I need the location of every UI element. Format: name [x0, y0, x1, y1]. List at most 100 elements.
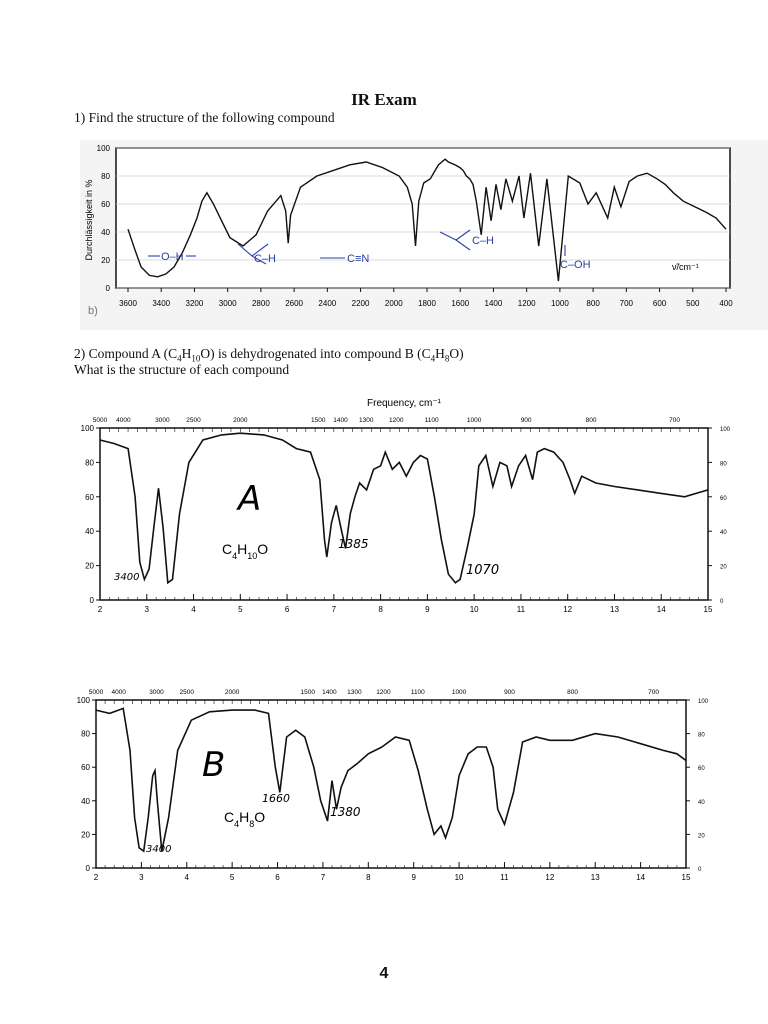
y-tick-label: 0	[90, 596, 95, 605]
spectrum-b-trace	[95, 707, 687, 853]
top-tick-label: 1100	[411, 689, 425, 696]
x-tick-label: 8	[366, 873, 371, 882]
spectrum-a-annotation-1070: 1070	[466, 563, 499, 578]
y-tick-label: 80	[101, 172, 110, 181]
ch-annotation-1: C–H	[254, 253, 276, 265]
spectrum-a-top-axis-label: Frequency, cm⁻¹	[367, 398, 442, 409]
panel-label: b)	[88, 305, 98, 317]
top-tick-label: 900	[504, 689, 515, 696]
x-tick-label: 13	[591, 873, 600, 882]
x-tick-label: 7	[321, 873, 326, 882]
x-tick-label: 4	[191, 605, 196, 614]
top-tick-label: 2000	[225, 689, 240, 696]
spectrum-a-trace	[99, 432, 709, 585]
x-tick-label: 2200	[352, 299, 370, 308]
y-tick-label: 20	[101, 256, 110, 265]
y-tick-label-right: 0	[698, 867, 702, 873]
spectrum-b-annotation-1660: 1660	[262, 792, 290, 805]
y-tick-label: 80	[81, 730, 90, 739]
x-tick-label: 2800	[252, 299, 270, 308]
x-tick-label: 14	[657, 605, 666, 614]
spectrum-b-frame	[95, 699, 687, 869]
cn-annotation: C≡N	[347, 253, 369, 265]
y-tick-label-right: 60	[720, 496, 727, 502]
y-tick-label-right: 0	[720, 599, 724, 605]
top-tick-label: 2500	[180, 689, 195, 696]
top-tick-label: 1200	[389, 417, 404, 424]
top-tick-label: 1200	[376, 689, 391, 696]
x-tick-label: 7	[332, 605, 337, 614]
y-tick-label: 100	[77, 696, 91, 705]
x-tick-label: 12	[563, 605, 572, 614]
x-tick-label: 500	[686, 299, 700, 308]
spectrum-1-xunit: ν̃/cm⁻¹	[672, 262, 699, 272]
top-tick-label: 1100	[425, 417, 439, 424]
x-tick-label: 3	[145, 605, 150, 614]
x-tick-label: 15	[682, 873, 691, 882]
x-tick-label: 400	[719, 299, 733, 308]
x-tick-label: 2400	[318, 299, 336, 308]
top-tick-label: 800	[567, 689, 578, 696]
top-tick-label: 1300	[347, 689, 362, 696]
x-tick-label: 2000	[385, 299, 403, 308]
x-tick-label: 3400	[152, 299, 170, 308]
coh-annotation: C–OH	[560, 259, 591, 271]
y-tick-label-right: 100	[720, 427, 731, 433]
y-tick-label: 100	[97, 144, 111, 153]
x-tick-label: 6	[275, 873, 280, 882]
x-tick-label: 3600	[119, 299, 137, 308]
ir-spectrum-1: 100 80 60 40 20 0 3600 3400 3200 3000 2800 2600 2400…	[80, 140, 768, 330]
top-tick-label: 5000	[93, 417, 108, 424]
x-tick-label: 13	[610, 605, 619, 614]
top-tick-label: 2500	[186, 417, 201, 424]
x-tick-label: 15	[704, 605, 713, 614]
x-tick-label: 9	[411, 873, 416, 882]
y-tick-label-right: 80	[698, 733, 705, 739]
y-tick-label: 60	[81, 763, 90, 772]
x-tick-label: 3200	[186, 299, 204, 308]
x-tick-label: 2	[94, 873, 99, 882]
ch-annotation-2: C–H	[472, 235, 494, 247]
y-tick-label: 0	[106, 284, 111, 293]
y-tick-label-right: 40	[698, 800, 705, 806]
y-tick-label-right: 100	[698, 699, 709, 705]
question-2-line-2: What is the structure of each compound	[74, 362, 290, 377]
top-tick-label: 3000	[149, 689, 164, 696]
x-tick-label: 14	[636, 873, 645, 882]
question-2-line-1: 2) Compound A (C4H10O) is dehydrogenated…	[74, 346, 464, 364]
x-tick-label: 12	[545, 873, 554, 882]
top-tick-label: 1300	[359, 417, 374, 424]
x-tick-label: 8	[378, 605, 383, 614]
top-tick-label: 4000	[116, 417, 131, 424]
y-tick-label: 60	[85, 493, 94, 502]
y-tick-label-right: 60	[698, 766, 705, 772]
page-title: IR Exam	[351, 90, 417, 109]
x-tick-label: 10	[470, 605, 479, 614]
x-tick-label: 5	[238, 605, 243, 614]
x-tick-label: 800	[586, 299, 600, 308]
y-tick-label: 20	[81, 830, 90, 839]
question-1: 1) Find the structure of the following c…	[74, 110, 335, 125]
spectrum-1-ylabel: Durchlässigkeit in %	[84, 179, 94, 260]
x-tick-label: 2600	[285, 299, 303, 308]
y-tick-label: 40	[85, 527, 94, 536]
x-tick-label: 1000	[551, 299, 569, 308]
x-tick-label: 1800	[418, 299, 436, 308]
spectrum-1-trace	[127, 158, 727, 282]
x-tick-label: 700	[620, 299, 634, 308]
x-tick-label: 1200	[518, 299, 536, 308]
top-tick-label: 800	[586, 417, 597, 424]
y-tick-label-right: 40	[720, 530, 727, 536]
y-tick-label-right: 20	[698, 833, 705, 839]
spectrum-a-annotation-1385: 1385	[338, 537, 369, 551]
page-number: 4	[379, 965, 389, 982]
spectrum-b-annotation-3400: 3400	[146, 844, 171, 855]
top-tick-label: 700	[648, 689, 659, 696]
top-tick-label: 2000	[233, 417, 248, 424]
top-tick-label: 4000	[111, 689, 126, 696]
top-tick-label: 1500	[301, 689, 316, 696]
top-tick-label: 1500	[311, 417, 326, 424]
top-tick-label: 3000	[155, 417, 170, 424]
